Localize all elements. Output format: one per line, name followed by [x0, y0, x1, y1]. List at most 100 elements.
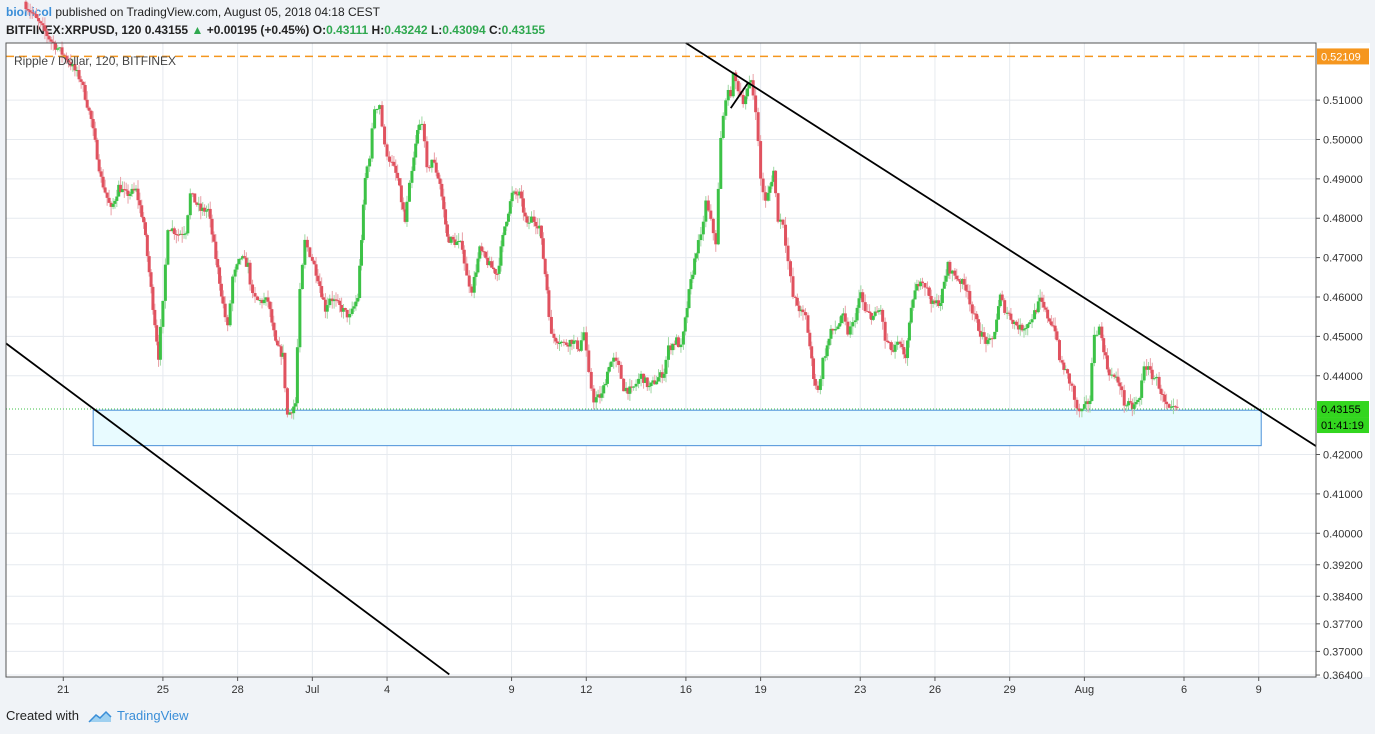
candle-body — [85, 99, 89, 108]
candle-body — [1150, 369, 1154, 380]
candle-body — [1170, 406, 1174, 408]
candle-body — [380, 105, 384, 127]
candle-body — [559, 341, 563, 344]
candle-body — [373, 109, 377, 129]
candle-body — [510, 192, 514, 202]
candle-body — [1018, 324, 1022, 330]
x-tick-label: 21 — [57, 684, 69, 696]
candle-body — [770, 181, 774, 187]
candle-body — [436, 172, 440, 179]
candle-body — [1104, 352, 1108, 356]
candle-body — [520, 191, 524, 199]
candle-body — [687, 289, 691, 309]
x-tick-label: 28 — [231, 684, 243, 696]
candle-body — [462, 249, 466, 264]
candle-body — [781, 219, 785, 225]
candle-body — [451, 236, 455, 240]
candle-body — [539, 225, 543, 239]
candle-body — [370, 128, 374, 159]
candle-body — [503, 226, 507, 235]
y-tick-label: 0.46000 — [1323, 292, 1363, 304]
candle-body — [1171, 406, 1175, 408]
candle-body — [93, 128, 97, 140]
candle-body — [140, 205, 144, 217]
candle-body — [218, 267, 222, 284]
candle-body — [427, 167, 431, 169]
candle-body — [158, 326, 162, 360]
close-label: C: — [489, 23, 502, 37]
candle-body — [841, 313, 845, 316]
candle-body — [1046, 309, 1050, 319]
candle-body — [570, 339, 574, 344]
candle-body — [270, 309, 274, 323]
candle-body — [223, 303, 227, 318]
candle-body — [888, 342, 892, 344]
candle-body — [946, 261, 950, 276]
candle-body — [793, 296, 797, 298]
candle-body — [1007, 312, 1011, 314]
candle-body — [212, 234, 216, 242]
candle-body — [639, 373, 643, 379]
candle-body — [60, 47, 64, 55]
candle-body — [1026, 324, 1030, 329]
candle-body — [204, 210, 208, 212]
candle-body — [836, 326, 840, 329]
candle-body — [103, 187, 107, 193]
candle-body — [399, 185, 403, 203]
candle-body — [806, 315, 810, 333]
price-chart[interactable]: 0.51000 0.50000 0.49000 0.48000 0.47000 0.460… — [0, 0, 1375, 700]
candle-body — [681, 331, 685, 345]
candle-body — [584, 332, 588, 351]
candle-body — [881, 309, 885, 322]
candle-body — [1163, 394, 1167, 402]
candle-body — [1107, 369, 1111, 376]
candle-body — [341, 308, 345, 312]
candle-body — [1009, 313, 1013, 320]
candle-body — [574, 340, 578, 342]
candle-body — [132, 188, 136, 191]
candle-body — [365, 166, 369, 178]
candle-body — [168, 230, 172, 232]
candle-body — [290, 412, 294, 414]
candle-body — [514, 191, 518, 195]
candle-body — [375, 108, 379, 110]
candle-body — [658, 372, 662, 378]
candle-body — [598, 394, 602, 398]
candle-body — [1114, 376, 1118, 378]
candle-body — [201, 207, 205, 211]
candle-body — [525, 216, 529, 223]
candle-body — [75, 70, 79, 72]
candle-body — [442, 196, 446, 210]
candle-body — [77, 70, 81, 80]
low-value: 0.43094 — [442, 23, 486, 37]
candle-body — [260, 299, 264, 304]
candle-body — [136, 188, 140, 201]
candle-body — [248, 262, 252, 285]
candle-body — [493, 269, 497, 274]
x-tick-label: 16 — [680, 684, 692, 696]
candle-body — [942, 281, 946, 289]
candle-body — [1095, 334, 1099, 336]
plot-background — [6, 43, 1316, 677]
candle-body — [818, 379, 822, 390]
candle-body — [235, 264, 239, 270]
candle-body — [145, 235, 149, 257]
candle-body — [759, 141, 763, 179]
candle-body — [592, 388, 596, 403]
candle-body — [508, 201, 512, 214]
candle-body — [614, 357, 618, 361]
candle-body — [300, 264, 304, 290]
candle-body — [893, 344, 897, 352]
candle-body — [1159, 388, 1163, 394]
candle-body — [383, 126, 387, 145]
candle-body — [1136, 400, 1140, 403]
candle-body — [1034, 310, 1038, 313]
candle-body — [113, 200, 117, 204]
candle-body — [957, 279, 961, 281]
candle-body — [1092, 334, 1096, 364]
candle-body — [709, 210, 713, 219]
candle-body — [105, 192, 109, 198]
tradingview-link[interactable]: TradingView — [116, 708, 189, 723]
candles — [24, 0, 1179, 420]
candle-body — [1000, 294, 1004, 301]
